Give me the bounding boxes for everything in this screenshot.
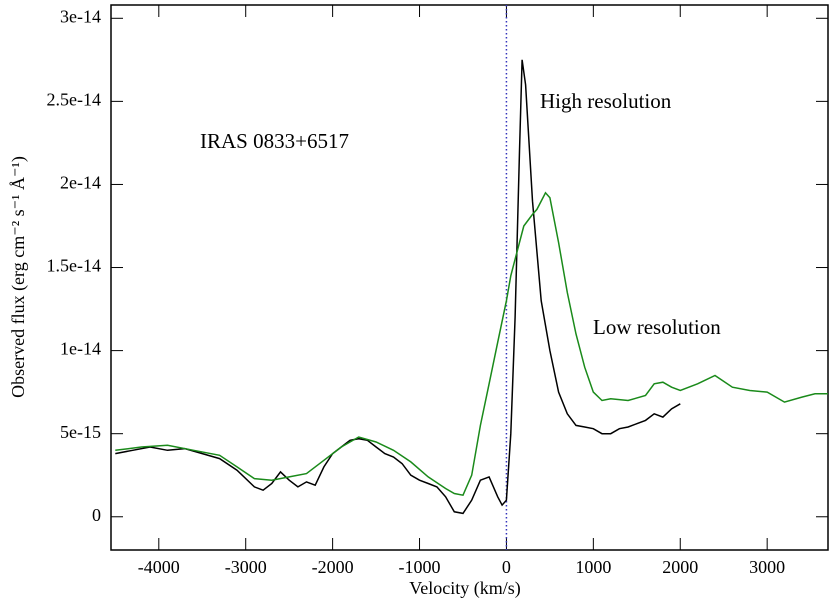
y-tick-label: 2.5e-14 <box>47 89 101 109</box>
y-tick-label: 3e-14 <box>60 6 101 26</box>
x-tick-label: -4000 <box>138 557 180 577</box>
x-tick-label: 2000 <box>662 557 698 577</box>
x-axis-label: Velocity (km/s) <box>409 578 520 599</box>
y-tick-label: 5e-15 <box>60 422 101 442</box>
series-label: Low resolution <box>593 315 721 339</box>
x-tick-label: 0 <box>502 557 511 577</box>
y-tick-label: 0 <box>92 505 101 525</box>
series-line <box>115 191 828 497</box>
y-tick-label: 1.5e-14 <box>47 256 101 276</box>
y-tick-label: 2e-14 <box>60 173 101 193</box>
y-tick-label: 1e-14 <box>60 339 101 359</box>
x-tick-label: -1000 <box>399 557 441 577</box>
series-label: High resolution <box>540 89 672 113</box>
annotation: IRAS 0833+6517 <box>200 129 349 153</box>
x-tick-label: -2000 <box>312 557 354 577</box>
x-tick-label: 1000 <box>575 557 611 577</box>
series-line <box>115 59 681 515</box>
plot-frame <box>110 4 829 551</box>
x-tick-label: -3000 <box>225 557 267 577</box>
x-tick-label: 3000 <box>749 557 785 577</box>
y-axis-label: Observed flux (erg cm⁻² s⁻¹ Å⁻¹) <box>8 156 29 398</box>
